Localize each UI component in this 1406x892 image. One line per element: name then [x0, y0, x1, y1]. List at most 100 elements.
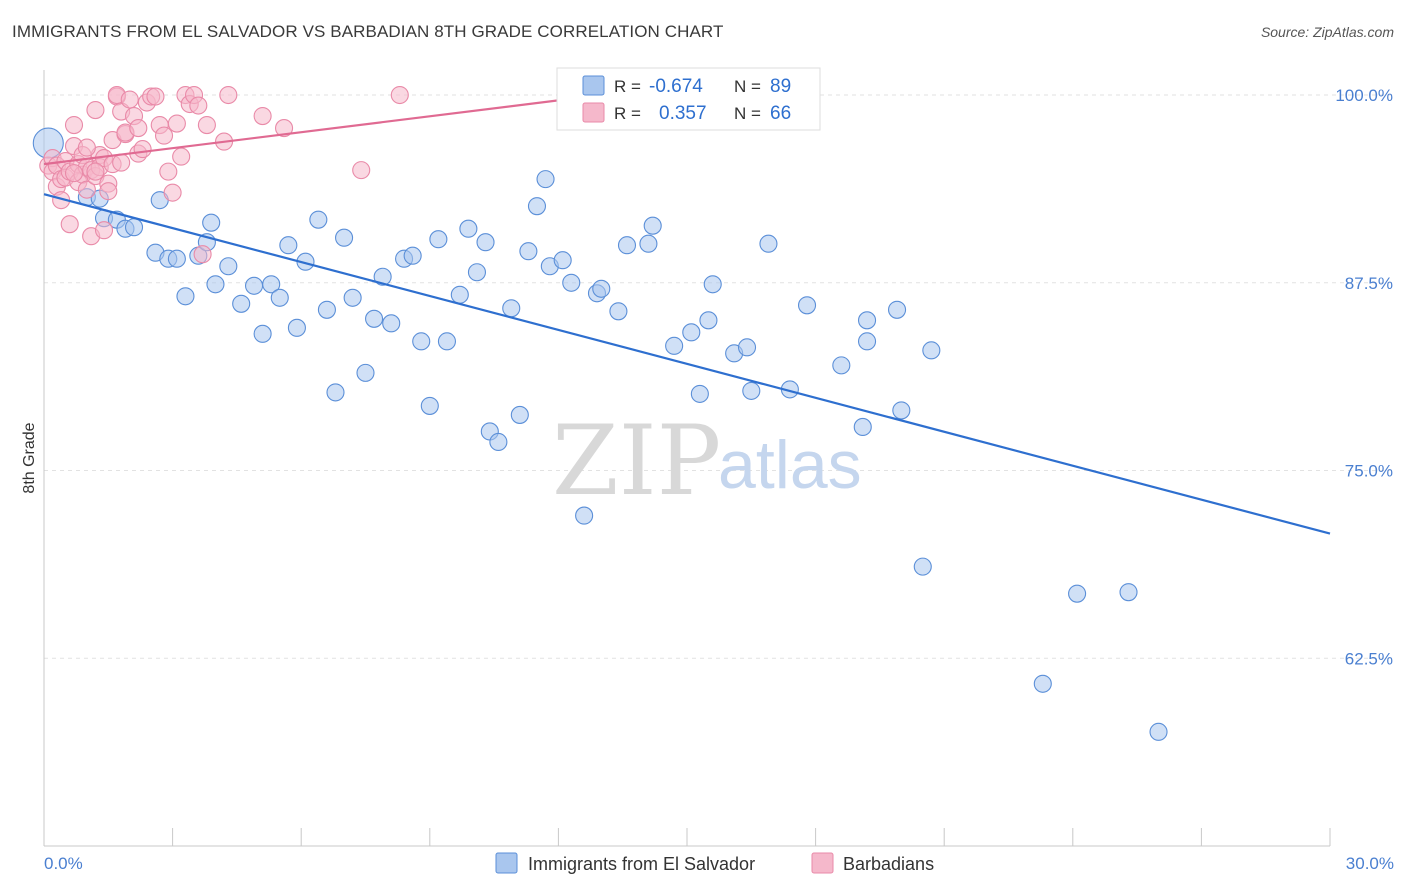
y-axis-title: 8th Grade: [21, 422, 38, 493]
trend-lines: [43, 93, 1331, 535]
el-salvador-trend-line: [43, 193, 1331, 535]
legend-n-label-pink: N =: [734, 104, 761, 123]
el-salvador-point: [412, 332, 431, 351]
el-salvador-point: [365, 309, 384, 328]
el-salvador-point: [887, 300, 907, 319]
barbadian-point: [64, 164, 84, 183]
el-salvador-point: [609, 302, 628, 321]
el-salvador-point: [913, 557, 932, 576]
watermark-atlas: atlas: [718, 427, 862, 503]
el-salvador-point: [759, 234, 778, 253]
barbadian-trend-line: [43, 93, 602, 166]
el-salvador-point: [527, 197, 547, 216]
el-salvador-point: [459, 219, 478, 238]
barbadian-point: [390, 85, 409, 105]
y-axis-tick-labels: 62.5% 75.0% 87.5% 100.0%: [1335, 86, 1393, 668]
barbadian-point: [133, 140, 152, 159]
y-tick-label: 62.5%: [1345, 649, 1393, 668]
watermark-zip: ZIP: [552, 405, 721, 517]
el-salvador-point: [832, 356, 851, 375]
el-salvador-point: [437, 332, 456, 351]
barbadian-point: [112, 153, 131, 172]
x-tick-label-max: 30.0%: [1346, 854, 1394, 873]
el-salvador-point: [617, 236, 637, 255]
barbadian-point: [159, 162, 178, 181]
el-salvador-point: [853, 417, 872, 437]
barbadian-point: [189, 96, 208, 115]
el-salvador-point: [857, 311, 877, 330]
legend-swatch-blue: [582, 75, 605, 96]
el-salvador-point: [502, 299, 521, 318]
el-salvador-point: [450, 285, 469, 304]
barbadian-point: [352, 161, 371, 180]
barbadian-point: [129, 119, 148, 138]
el-salvador-point: [326, 383, 345, 402]
el-salvador-point: [335, 228, 354, 247]
el-salvador-point: [553, 251, 572, 270]
el-salvador-point: [167, 249, 186, 268]
legend-r-label-pink: R =: [614, 104, 641, 123]
el-salvador-point: [176, 287, 195, 306]
watermark: ZIP atlas: [552, 405, 862, 517]
el-salvador-point: [1119, 583, 1138, 602]
legend-swatch-pink: [582, 102, 605, 123]
el-salvador-point: [575, 506, 594, 525]
x-tick-label-min: 0.0%: [44, 854, 83, 873]
barbadian-point: [120, 90, 139, 109]
barbadian-point: [172, 147, 191, 166]
el-salvador-point: [643, 216, 662, 235]
legend-r-label-blue: R =: [614, 77, 641, 96]
el-salvador-point: [219, 257, 238, 276]
el-salvador-point: [270, 288, 289, 307]
correlation-legend: R = -0.674 N = 89 R = 0.357 N = 66: [556, 67, 821, 131]
barbadian-point: [219, 85, 238, 105]
bottom-legend-label-pink: Barbadians: [843, 854, 934, 874]
el-salvador-point: [1068, 584, 1087, 603]
el-salvador-point: [737, 338, 757, 357]
el-salvador-point: [665, 336, 684, 355]
barbadian-point: [193, 245, 212, 264]
series-el-salvador-points: [32, 111, 1168, 741]
el-salvador-point: [892, 401, 911, 420]
legend-n-label-blue: N =: [734, 77, 761, 96]
legend-r-value-blue: -0.674: [649, 76, 703, 97]
el-salvador-point: [690, 384, 709, 403]
y-tick-label: 100.0%: [1335, 86, 1393, 105]
el-salvador-point: [489, 432, 508, 452]
el-salvador-point: [244, 276, 264, 295]
el-salvador-point: [382, 314, 401, 333]
el-salvador-point: [467, 263, 487, 282]
barbadian-point: [146, 87, 165, 106]
y-tick-label: 87.5%: [1345, 274, 1393, 293]
barbadian-point: [163, 183, 182, 202]
bottom-legend-label-blue: Immigrants from El Salvador: [528, 854, 755, 874]
series-barbadians-points: [39, 85, 409, 264]
el-salvador-point: [420, 396, 439, 415]
barbadian-point: [197, 116, 216, 135]
el-salvador-point: [317, 300, 336, 319]
series-legend: Immigrants from El Salvador Barbadians: [495, 852, 934, 874]
barbadian-point: [77, 180, 96, 199]
el-salvador-point: [699, 311, 718, 330]
barbadian-point: [94, 221, 114, 240]
el-salvador-point: [253, 324, 272, 343]
el-salvador-point: [262, 275, 281, 294]
el-salvador-point: [287, 318, 306, 337]
el-salvador-point: [510, 405, 529, 424]
el-salvador-point: [279, 236, 298, 255]
el-salvador-point: [373, 267, 392, 286]
el-salvador-point: [519, 242, 538, 261]
el-salvador-point: [124, 218, 144, 237]
el-salvador-point: [309, 210, 328, 229]
el-salvador-point: [429, 230, 448, 249]
chart-title: IMMIGRANTS FROM EL SALVADOR VS BARBADIAN…: [12, 22, 724, 41]
chart-source: Source: ZipAtlas.com: [1260, 24, 1394, 40]
grid-lines: [44, 94, 1392, 659]
el-salvador-point: [206, 275, 225, 294]
barbadian-point: [154, 126, 174, 145]
el-salvador-point: [562, 273, 581, 292]
el-salvador-point: [742, 381, 761, 400]
el-salvador-point: [682, 323, 701, 342]
y-tick-label: 75.0%: [1345, 462, 1393, 481]
